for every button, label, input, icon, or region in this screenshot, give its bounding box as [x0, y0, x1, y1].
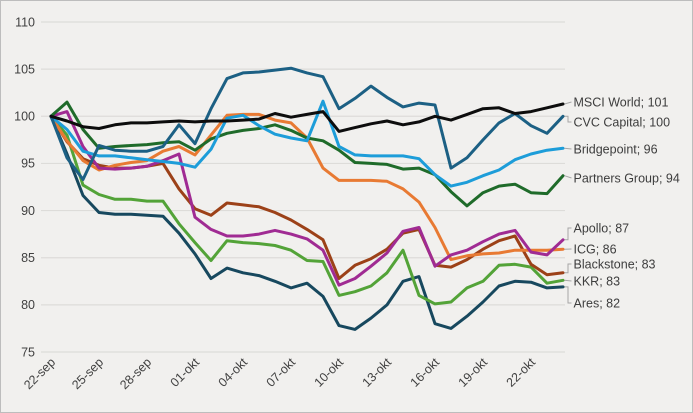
- series-line-bridgepoint: [49, 99, 565, 188]
- leader-line-ares: [564, 286, 572, 304]
- series-line-apollo: [49, 110, 565, 287]
- y-tick-label: 90: [21, 204, 35, 218]
- leader-line-kkr: [564, 279, 572, 282]
- x-tick-label: 04-okt: [216, 355, 251, 390]
- leader-line-partners-group: [564, 175, 572, 179]
- legend-label-partners-group: Partners Group; 94: [574, 171, 680, 185]
- legend-label-blackstone: Blackstone; 83: [574, 257, 656, 271]
- y-tick-label: 75: [21, 345, 35, 359]
- x-tick-label: 07-okt: [264, 355, 299, 390]
- leader-line-blackstone: [564, 263, 572, 274]
- legend-leader-lines: [564, 101, 572, 304]
- x-tick-label: 01-okt: [168, 355, 203, 390]
- series-line-msci-world: [49, 102, 565, 133]
- leader-line-msci-world: [564, 101, 572, 105]
- series-line-cvc-capital: [49, 66, 565, 181]
- series-line-ares: [49, 114, 565, 331]
- leader-line-bridgepoint: [564, 147, 572, 150]
- legend-label-icg: ICG; 86: [574, 242, 617, 256]
- x-tick-label: 25-sep: [69, 355, 106, 392]
- x-tick-label: 16-okt: [408, 355, 443, 390]
- x-tick-label: 22-okt: [504, 355, 539, 390]
- leader-line-cvc-capital: [564, 115, 572, 123]
- x-tick-label: 28-sep: [117, 355, 154, 392]
- y-tick-label: 85: [21, 251, 35, 265]
- x-tick-label: 13-okt: [360, 355, 395, 390]
- legend-label-bridgepoint: Bridgepoint; 96: [574, 142, 658, 156]
- legend-label-cvc-capital: CVC Capital; 100: [574, 115, 671, 129]
- x-tick-label: 22-sep: [21, 355, 58, 392]
- legend-labels: MSCI World; 101 CVC Capital; 100 Bridgepoi…: [574, 95, 680, 310]
- y-tick-label: 80: [21, 298, 35, 312]
- y-tick-label: 95: [21, 157, 35, 171]
- x-axis-tick-labels: 22-sep 25-sep 28-sep 01-okt 04-okt 07-okt 10-o…: [21, 355, 538, 392]
- y-tick-label: 100: [14, 110, 35, 124]
- legend-label-msci-world: MSCI World; 101: [574, 95, 669, 109]
- legend-label-apollo: Apollo; 87: [574, 221, 630, 235]
- series-line-kkr: [49, 114, 565, 306]
- series-line-partners-group: [49, 100, 565, 208]
- legend-label-kkr: KKR; 83: [574, 274, 621, 288]
- y-tick-label: 105: [14, 62, 35, 76]
- y-tick-label: 110: [15, 15, 35, 29]
- leader-line-apollo: [564, 227, 572, 241]
- series-lines: [49, 66, 565, 331]
- x-tick-label: 19-okt: [456, 355, 491, 390]
- x-tick-label: 10-okt: [312, 355, 347, 390]
- legend-label-ares: Ares; 82: [574, 296, 621, 310]
- y-axis-tick-labels: 75 80 85 90 95 100 105 110: [14, 15, 35, 359]
